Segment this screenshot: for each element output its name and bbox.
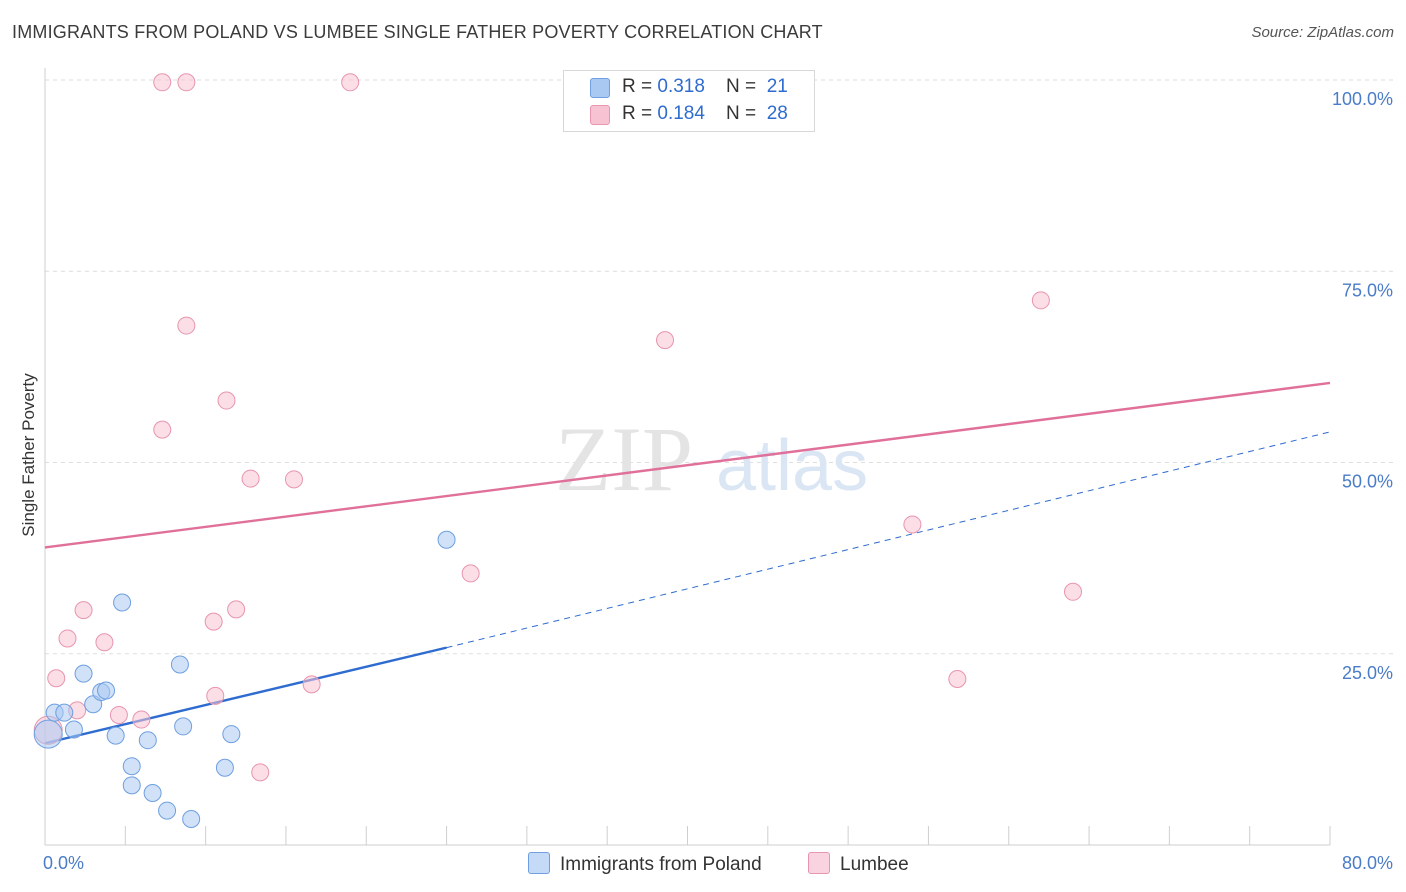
point-lumbee xyxy=(227,600,246,619)
axes xyxy=(44,68,1331,846)
legend-r-label: R = xyxy=(622,76,658,97)
point-lumbee xyxy=(1031,291,1050,310)
legend-n-value: 21 xyxy=(766,76,788,97)
legend-n-label: N = xyxy=(726,103,762,124)
point-poland xyxy=(74,664,93,683)
y-tick-label: 75.0% xyxy=(1342,280,1393,300)
legend-r-value: 0.318 xyxy=(657,76,705,97)
point-poland xyxy=(106,726,125,745)
point-poland xyxy=(170,655,189,674)
data-points xyxy=(33,73,1082,828)
point-poland xyxy=(122,757,141,776)
bottom-legend-label-poland: Immigrants from Poland xyxy=(560,854,762,875)
legend-n-label: N = xyxy=(726,76,762,97)
point-lumbee xyxy=(47,669,66,688)
trend-line xyxy=(44,646,447,745)
point-poland xyxy=(97,681,116,700)
bottom-legend-label-lumbee: Lumbee xyxy=(840,854,909,875)
point-lumbee xyxy=(656,331,675,350)
bottom-legend-lumbee: Lumbee xyxy=(808,852,909,876)
grid-lines xyxy=(45,79,1395,655)
point-poland xyxy=(174,717,193,736)
point-poland xyxy=(64,720,83,739)
point-lumbee xyxy=(251,763,270,782)
y-tick-label: 100.0% xyxy=(1332,89,1393,109)
legend-n-value: 28 xyxy=(766,103,788,124)
point-lumbee xyxy=(109,705,128,724)
point-lumbee xyxy=(241,469,260,488)
legend-r-value: 0.184 xyxy=(657,103,705,124)
point-lumbee xyxy=(177,316,196,335)
watermark-zip: ZIP xyxy=(555,408,693,510)
point-poland xyxy=(215,758,234,777)
legend-swatch-lumbee xyxy=(590,105,610,125)
x-tick-label: 0.0% xyxy=(43,853,84,873)
point-poland xyxy=(33,719,63,749)
point-poland xyxy=(222,725,241,744)
point-lumbee xyxy=(302,675,321,694)
point-lumbee xyxy=(217,391,236,410)
trend-lines xyxy=(44,381,1331,745)
y-tick-label: 50.0% xyxy=(1342,472,1393,492)
point-poland xyxy=(122,776,141,795)
point-poland xyxy=(113,593,132,612)
point-lumbee xyxy=(903,515,922,534)
legend-swatch-poland xyxy=(590,78,610,98)
point-poland xyxy=(143,783,162,802)
watermark-atlas: atlas xyxy=(716,426,868,506)
bottom-legend-swatch-lumbee xyxy=(808,852,830,874)
point-lumbee xyxy=(153,73,172,92)
point-poland xyxy=(158,801,177,820)
bottom-legend-poland: Immigrants from Poland xyxy=(528,852,762,876)
watermark: ZIP atlas xyxy=(555,408,868,510)
point-poland xyxy=(138,731,157,750)
point-poland xyxy=(437,530,456,549)
trend-line xyxy=(44,381,1331,549)
point-lumbee xyxy=(948,669,967,688)
chart-title: IMMIGRANTS FROM POLAND VS LUMBEE SINGLE … xyxy=(12,22,823,42)
point-lumbee xyxy=(1064,582,1082,601)
point-lumbee xyxy=(95,633,114,652)
bottom-legend-swatch-poland xyxy=(528,852,550,874)
chart-source: Source: ZipAtlas.com xyxy=(1251,24,1394,41)
point-lumbee xyxy=(177,73,196,92)
y-axis-label: Single Father Poverty xyxy=(19,373,38,537)
y-tick-label: 25.0% xyxy=(1342,663,1393,683)
legend-r-label: R = xyxy=(622,103,658,124)
point-poland xyxy=(182,809,201,828)
point-lumbee xyxy=(74,601,93,620)
point-lumbee xyxy=(132,710,151,729)
point-lumbee xyxy=(153,420,172,439)
point-lumbee xyxy=(206,686,225,705)
point-lumbee xyxy=(461,564,480,583)
trend-line-extension xyxy=(446,431,1331,649)
point-poland xyxy=(55,703,74,722)
legend-box: R = 0.318 N = 21 R = 0.184 N = 28 xyxy=(563,70,815,132)
point-lumbee xyxy=(204,612,223,631)
point-lumbee xyxy=(58,629,77,648)
point-lumbee xyxy=(284,470,303,489)
tick-labels: 25.0% 50.0% 75.0% 100.0% 0.0% 80.0% xyxy=(43,89,1393,873)
x-tick-label: 80.0% xyxy=(1342,853,1393,873)
point-lumbee xyxy=(341,73,360,92)
